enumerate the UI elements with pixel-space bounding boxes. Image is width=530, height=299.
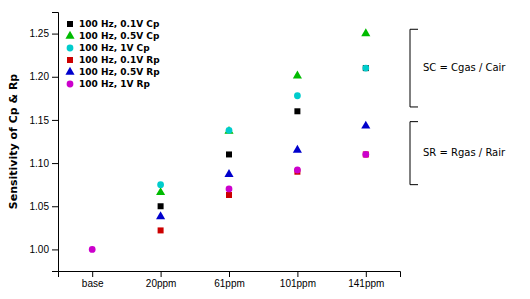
y-tick: 1.05 [30,201,58,212]
legend-item: 100 Hz, 0.1V Rp [67,55,160,65]
x-tick-mark [161,271,162,277]
legend-marker [67,57,73,63]
x-tick-mark [92,271,93,277]
point [361,28,370,36]
point [294,92,301,99]
legend-marker [67,45,74,52]
x-tick: 101ppm [280,271,316,289]
legend-item: 100 Hz, 1V Rp [67,79,151,89]
legend: 100 Hz, 0.1V Cp 100 Hz, 0.5V Cp 100 Hz, 1V… [65,19,160,89]
x-axis-line [59,272,401,278]
y-tick-mark [52,206,58,207]
point [362,65,369,72]
point [293,145,302,153]
y-tick-label: 1.25 [30,28,50,39]
point [224,169,233,177]
x-tick-label: 61ppm [214,278,245,289]
legend-marker [67,81,74,88]
chart: base20ppm61ppm101ppm141ppm1.001.051.101.… [0,0,530,299]
x-tick: 61ppm [214,271,245,289]
y-axis: 1.00 1.05 1.10 1.15 1.20 1.25 [30,13,59,272]
point [294,167,301,174]
y-tick: 1.00 [30,244,58,255]
legend-marker [67,21,73,27]
x-tick: base [82,271,104,289]
x-tick-mark [229,271,230,277]
x-axis: base 20ppm 61ppm 101ppm 141ppm [59,271,401,289]
legend-item: 100 Hz, 0.5V Cp [65,31,159,41]
point [362,151,369,158]
legend-label: 100 Hz, 0.5V Cp [79,31,160,41]
legend-marker [65,67,74,75]
point [294,108,300,114]
y-tick-label: 1.20 [30,71,50,82]
y-tick: 1.20 [30,71,58,82]
point [293,71,302,79]
x-tick-label: base [82,278,104,289]
legend-label: 100 Hz, 0.1V Rp [79,55,160,65]
series [158,65,369,209]
point [361,121,370,129]
annotation: SC = Cgas / Cair [423,62,506,73]
x-tick-label: 20ppm [146,278,177,289]
point [157,181,164,188]
x-tick-mark [297,271,298,277]
legend-label: 100 Hz, 0.5V Rp [79,67,160,77]
y-tick: 1.10 [30,158,58,169]
bracket [410,122,418,185]
legend-marker [65,31,74,39]
y-tick-label: 1.10 [30,158,50,169]
y-tick: 1.15 [30,115,58,126]
series [156,121,370,220]
x-tick-label: 101ppm [280,278,316,289]
point [226,192,232,198]
y-tick: 1.25 [30,28,58,39]
legend-label: 100 Hz, 1V Cp [79,43,150,53]
point [156,211,165,219]
plot: base20ppm61ppm101ppm141ppm1.001.051.101.… [30,13,401,290]
y-axis-title: Sensitivity of Cp & Rp [7,74,20,210]
series [89,151,369,253]
series [158,151,369,233]
point [89,246,96,253]
point [158,203,164,209]
legend-item: 100 Hz, 0.1V Cp [67,19,160,29]
y-tick-label: 1.15 [30,115,50,126]
point [226,186,233,193]
point [224,126,233,134]
x-tick: 141ppm [348,271,384,289]
legend-label: 100 Hz, 1V Rp [79,79,151,89]
point [226,127,233,134]
y-tick-label: 1.00 [30,244,50,255]
y-tick-mark [52,249,58,250]
point [363,151,369,157]
y-tick-mark [52,34,58,35]
legend-item: 100 Hz, 1V Cp [67,43,151,53]
annotation: SR = Rgas / Rair [423,147,506,158]
point [158,227,164,233]
point [363,65,369,71]
series [156,28,370,195]
y-tick-mark [52,163,58,164]
series [157,65,369,188]
y-tick-label: 1.05 [30,201,50,212]
legend-label: 100 Hz, 0.1V Cp [79,19,160,29]
x-tick: 20ppm [146,271,177,289]
y-tick-mark [52,77,58,78]
y-axis-line [52,13,59,272]
bracket [410,29,418,107]
y-tick-mark [52,120,58,121]
point [226,151,232,157]
x-tick-label: 141ppm [348,278,384,289]
x-tick-mark [366,271,367,277]
legend-item: 100 Hz, 0.5V Rp [65,67,160,77]
point [156,187,165,195]
